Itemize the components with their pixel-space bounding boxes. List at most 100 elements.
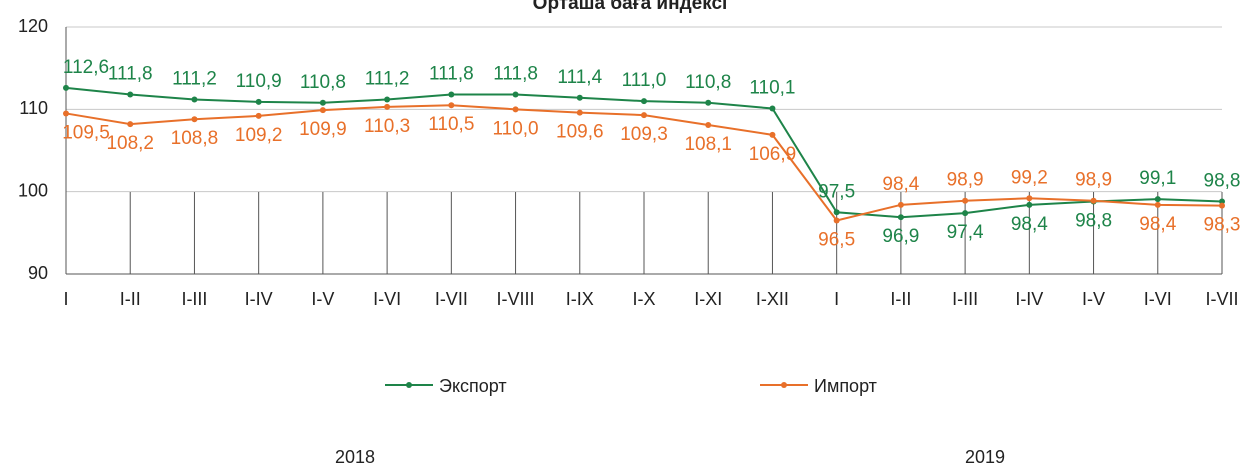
x-tick-label: I-IV	[1015, 289, 1043, 309]
y-tick-label: 100	[18, 180, 48, 200]
point	[1026, 195, 1033, 202]
data-label: 97,4	[947, 222, 984, 243]
point	[1090, 197, 1097, 204]
legend-marker	[406, 382, 412, 388]
data-label: 109,9	[299, 119, 347, 140]
x-tick-label: I-VI	[373, 289, 401, 309]
point	[1219, 198, 1225, 205]
data-label: 111,4	[557, 67, 602, 88]
point	[641, 98, 647, 105]
group-label: 2019	[965, 447, 1005, 467]
point	[127, 91, 134, 98]
x-tick-label: I-III	[952, 289, 978, 309]
data-label: 99,2	[1011, 167, 1048, 188]
data-label: 111,0	[622, 70, 667, 91]
group-label: 2018	[335, 447, 375, 467]
data-label: 96,9	[882, 226, 919, 247]
point	[576, 94, 583, 101]
point	[63, 84, 69, 91]
x-tick-label: I-II	[120, 289, 141, 309]
point	[897, 214, 904, 221]
point	[641, 112, 647, 119]
point	[255, 98, 262, 105]
point	[319, 107, 326, 114]
point	[1219, 202, 1225, 209]
data-label: 99,1	[1139, 168, 1176, 189]
data-label: 110,8	[300, 72, 346, 93]
data-label: 98,4	[882, 174, 919, 195]
data-label: 97,5	[818, 181, 855, 202]
data-label: 98,8	[1204, 171, 1241, 192]
data-label: 111,2	[172, 68, 217, 89]
data-label: 111,8	[493, 64, 538, 85]
data-label: 106,9	[749, 144, 797, 165]
data-label: 110,5	[428, 114, 474, 135]
point	[512, 91, 519, 98]
data-label: 108,2	[106, 133, 154, 154]
data-label: 98,4	[1011, 214, 1048, 235]
data-label: 112,6	[63, 57, 109, 78]
point	[384, 103, 391, 110]
data-label: 98,4	[1139, 214, 1176, 235]
data-label: 108,1	[684, 134, 732, 155]
x-tick-label: I-II	[890, 289, 911, 309]
x-tick-label: I-VIII	[497, 289, 535, 309]
point	[833, 209, 840, 216]
point	[1026, 201, 1033, 208]
data-label: 108,8	[171, 128, 219, 149]
point	[448, 102, 455, 109]
y-tick-label: 120	[18, 16, 48, 36]
x-tick-label: I-VI	[1144, 289, 1172, 309]
x-tick-label: I-VII	[1205, 289, 1238, 309]
point	[833, 217, 840, 224]
legend-label: Экспорт	[439, 376, 507, 396]
data-label: 98,9	[947, 170, 984, 191]
x-tick-label: I-XII	[756, 289, 789, 309]
chart-title: Орташа баға индексі	[533, 0, 728, 14]
legend-marker	[781, 382, 787, 388]
data-label: 109,6	[556, 122, 604, 143]
point	[255, 112, 262, 119]
point	[705, 99, 712, 106]
point	[1154, 201, 1161, 208]
x-tick-label: I-IX	[566, 289, 594, 309]
data-label: 109,3	[620, 124, 668, 145]
legend-label: Импорт	[814, 376, 877, 396]
point	[448, 91, 455, 98]
point	[1154, 196, 1161, 203]
point	[319, 99, 326, 106]
point	[576, 109, 583, 116]
x-tick-label: I	[834, 289, 839, 309]
point	[705, 121, 712, 128]
x-tick-label: I-V	[311, 289, 334, 309]
point	[962, 210, 969, 217]
x-tick-label: I-XI	[694, 289, 722, 309]
y-tick-label: 110	[19, 98, 48, 118]
point	[897, 201, 904, 208]
data-label: 111,8	[429, 64, 474, 85]
data-label: 110,1	[749, 78, 795, 99]
data-label: 96,5	[818, 229, 855, 250]
data-label: 110,0	[492, 118, 538, 139]
point	[769, 105, 776, 112]
data-label: 111,2	[365, 68, 410, 89]
point	[512, 106, 519, 113]
x-tick-label: I-V	[1082, 289, 1105, 309]
point	[769, 131, 776, 138]
point	[127, 121, 134, 128]
data-label: 109,5	[62, 122, 110, 143]
x-tick-label: I-IV	[245, 289, 273, 309]
point	[191, 96, 198, 103]
x-tick-label: I-X	[632, 289, 655, 309]
data-label: 98,8	[1075, 211, 1112, 232]
point	[63, 110, 69, 117]
point	[384, 96, 391, 103]
data-label: 110,3	[364, 116, 410, 137]
data-label: 98,3	[1204, 215, 1241, 236]
data-label: 109,2	[235, 125, 283, 146]
x-tick-label: I-VII	[435, 289, 468, 309]
point	[191, 116, 198, 123]
x-tick-label: I-III	[181, 289, 207, 309]
data-label: 111,8	[108, 64, 153, 85]
point	[962, 197, 969, 204]
